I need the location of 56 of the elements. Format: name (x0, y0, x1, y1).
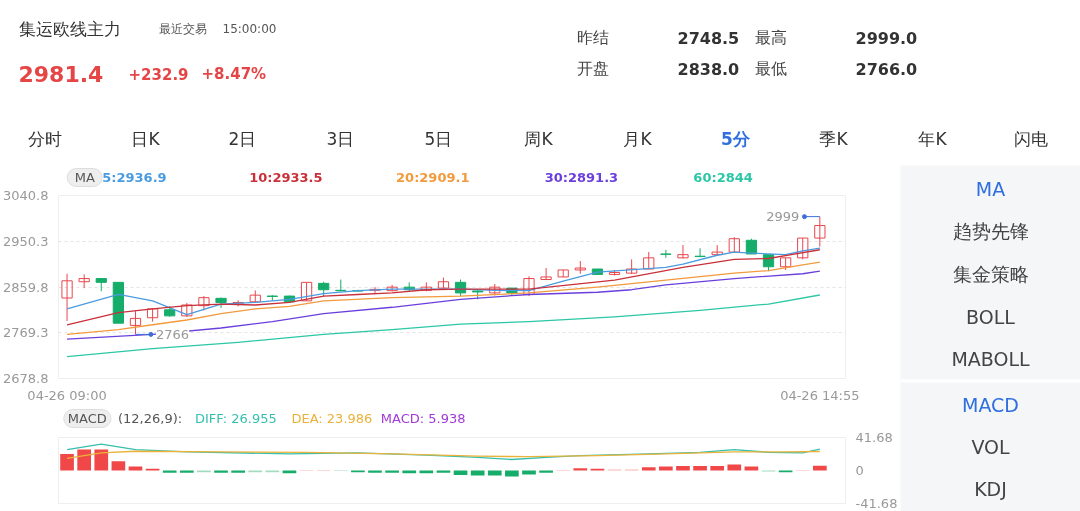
text: 趋势先锋 (952, 219, 1029, 242)
text: 5:2936.9 (102, 170, 167, 185)
text: 2766.0 (855, 59, 918, 79)
text: 季K (819, 128, 849, 149)
x-tick-label: 04-26 09:00 (27, 387, 107, 403)
text: 最近交易 (158, 21, 207, 36)
chart-title: MA (74, 170, 95, 185)
text: BOLL (966, 305, 1016, 328)
text: MACD (962, 393, 1019, 416)
text: 2日 (228, 128, 257, 149)
legend-title: (12,26,9): (117, 411, 183, 426)
text: 集运欧线主力 (18, 18, 121, 39)
text: 闪电 (1013, 128, 1048, 149)
y-tick-label: 2950.3 (3, 233, 49, 249)
text: 昨结 (576, 28, 609, 47)
text: MACD: 5.938 (380, 411, 466, 426)
text: 周K (524, 128, 554, 149)
text: 2748.5 (677, 28, 740, 48)
text: 20:2909.1 (396, 170, 470, 185)
text: 开盘 (576, 59, 609, 78)
annotation: 2999 (766, 209, 800, 225)
text: MABOLL (951, 347, 1031, 370)
y-tick-label: 2769.3 (3, 325, 49, 341)
text: +8.47% (201, 64, 267, 83)
text: 分时 (27, 128, 62, 149)
chart-title: MACD (67, 411, 107, 426)
text: 2838.0 (677, 59, 740, 79)
text: 10:2933.5 (249, 170, 323, 185)
text: 月K (623, 128, 653, 149)
text: KDJ (974, 477, 1007, 500)
y-tick-label: -41.68 (855, 496, 898, 511)
y-tick-label: 2859.8 (3, 279, 49, 295)
text: 2999.0 (855, 28, 918, 48)
y-tick-label: 3040.8 (3, 188, 49, 203)
text: 60:2844 (693, 170, 753, 185)
text: 最高 (754, 28, 787, 47)
y-tick-label: 0 (855, 463, 864, 478)
text: 2981.4 (18, 61, 104, 87)
text: 集金策略 (952, 262, 1029, 285)
text: 日K (131, 128, 161, 149)
text: 15:00:00 (222, 21, 277, 36)
y-tick-label: 2678.8 (3, 371, 49, 386)
text: VOL (971, 435, 1011, 458)
text: DEA: 23.986 (291, 411, 373, 426)
text: 5分 (721, 128, 751, 149)
text: 5日 (424, 128, 453, 149)
text: 年K (918, 128, 948, 149)
text: 30:2891.3 (544, 170, 619, 185)
x-tick-label: 04-26 14:55 (780, 387, 860, 403)
y-tick-label: 41.68 (855, 430, 893, 445)
text: 3日 (326, 128, 355, 149)
text: 最低 (754, 59, 787, 78)
text: +232.9 (128, 65, 189, 84)
series-label: DIFF: 26.955 (194, 411, 277, 426)
text: MA (975, 177, 1006, 200)
annotation: 2766 (156, 326, 190, 342)
